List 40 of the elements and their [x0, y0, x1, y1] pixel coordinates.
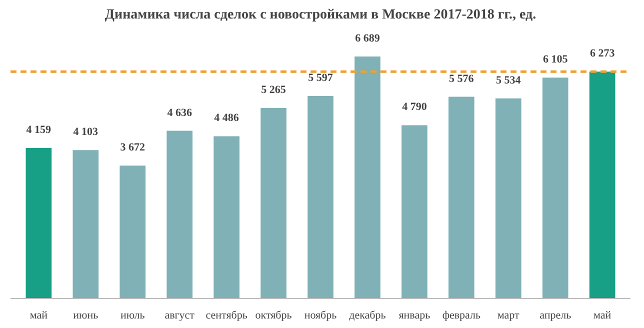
- x-tick-label: февраль: [442, 310, 481, 322]
- data-label: 5 534: [496, 74, 522, 86]
- bar: [354, 56, 380, 298]
- data-label: 6 273: [590, 48, 616, 60]
- x-tick-label: сентябрь: [206, 310, 248, 322]
- x-tick-label: декабрь: [349, 310, 386, 322]
- data-label: 3 672: [120, 142, 146, 154]
- bar: [542, 78, 568, 298]
- bar: [120, 166, 146, 298]
- bar: [402, 125, 428, 298]
- bar: [589, 72, 616, 298]
- x-tick-label: май: [593, 310, 612, 322]
- data-label: 4 103: [73, 126, 99, 138]
- bar: [495, 98, 522, 298]
- data-label: 4 636: [167, 106, 192, 119]
- x-tick-label: апрель: [540, 310, 572, 322]
- data-label: 6 105: [542, 54, 568, 66]
- bar: [308, 96, 334, 298]
- data-label: 4 790: [402, 101, 428, 114]
- x-tick-label: октябрь: [255, 310, 292, 322]
- bar: [26, 148, 52, 298]
- bar: [166, 130, 193, 298]
- data-label: 5 597: [308, 72, 334, 84]
- data-label: 4 486: [214, 112, 240, 124]
- bar: [448, 96, 474, 298]
- x-tick-label: июнь: [73, 310, 98, 322]
- bar: [260, 108, 286, 298]
- data-label: 4 159: [26, 124, 52, 136]
- bar: [214, 136, 240, 298]
- data-label: 5 576: [449, 72, 474, 85]
- x-tick-label: ноябрь: [304, 310, 337, 322]
- x-tick-label: май: [30, 310, 48, 322]
- data-label: 6 689: [355, 32, 380, 45]
- chart-title: Динамика числа сделок с новостройками в Москве 2017-2018 гг., ед.: [104, 8, 536, 22]
- data-label: 5 265: [261, 84, 286, 96]
- x-tick-label: март: [497, 310, 520, 322]
- x-tick-label: январь: [398, 310, 430, 322]
- x-tick-label: август: [164, 310, 195, 322]
- x-tick-label: июль: [120, 310, 145, 322]
- bar: [72, 150, 99, 298]
